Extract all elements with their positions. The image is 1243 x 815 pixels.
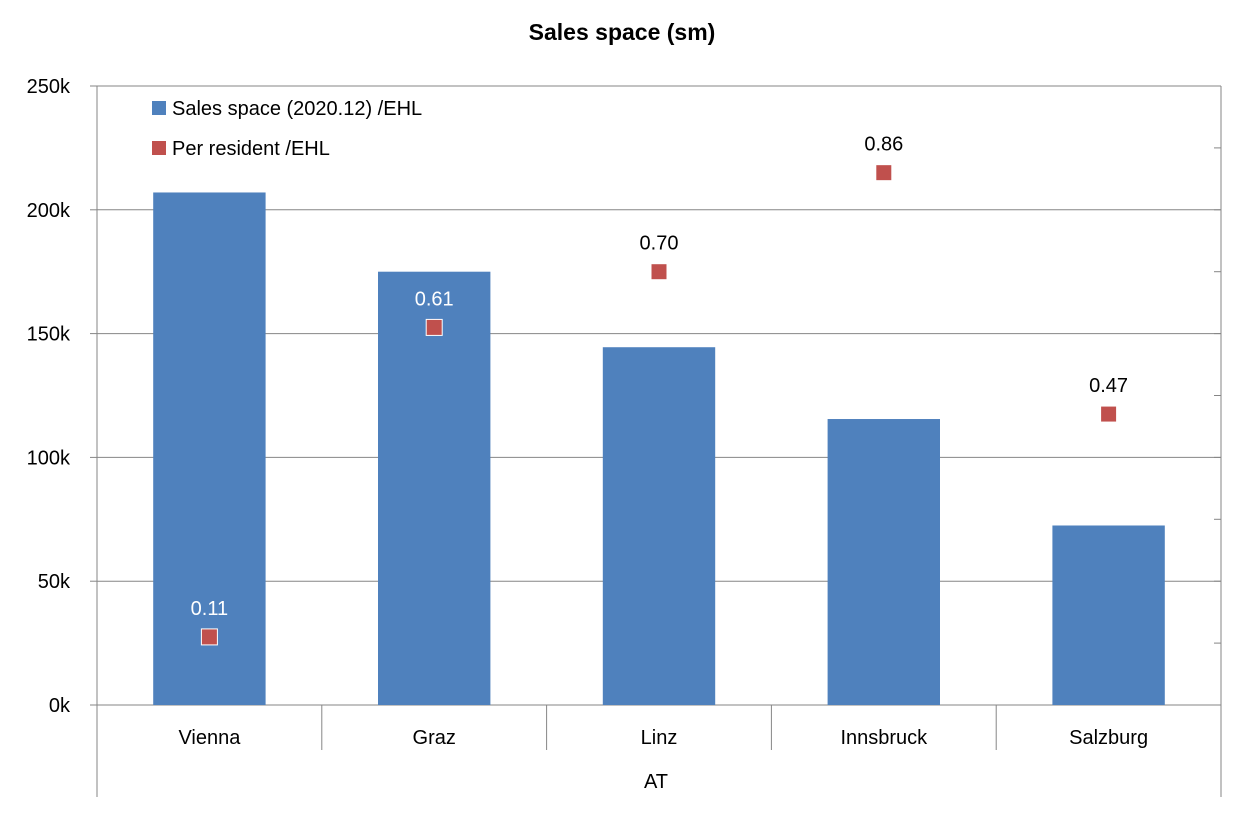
y-tick-label: 0k — [49, 695, 71, 717]
y-tick-label: 50k — [38, 571, 71, 593]
bar — [602, 347, 716, 705]
scatter-point — [875, 164, 893, 182]
legend-marker — [152, 141, 166, 155]
y-tick-label: 100k — [27, 447, 71, 469]
data-label: 0.61 — [415, 288, 454, 310]
legend-label: Per resident /EHL — [172, 138, 330, 160]
data-label: 0.11 — [191, 598, 228, 620]
gridlines — [97, 85, 1221, 582]
x-tick-label: Innsbruck — [840, 727, 928, 749]
y-tick-label: 200k — [27, 200, 71, 222]
data-label: 0.47 — [1089, 375, 1128, 397]
x-tick-label: Vienna — [178, 727, 241, 749]
bar — [378, 271, 491, 705]
data-label: 0.70 — [640, 233, 679, 255]
axes: 0k 50k 100k 150k 200k 250k Vienna Graz Linz Innsb… — [27, 76, 1222, 797]
scatter-point — [200, 628, 218, 646]
scatter-series — [200, 164, 1118, 646]
x-tick-label: Graz — [413, 727, 456, 749]
chart-title: Sales space (sm) — [529, 19, 716, 45]
x-tick-label: Salzburg — [1069, 727, 1148, 749]
legend-marker — [152, 101, 166, 115]
scatter-point — [425, 318, 443, 336]
y-tick-label: 250k — [27, 76, 71, 98]
bar — [827, 419, 940, 705]
bar — [153, 192, 266, 705]
legend: Sales space (2020.12) /EHL Per resident /… — [152, 98, 422, 160]
data-label: 0.86 — [864, 134, 903, 156]
x-tick-label: Linz — [641, 727, 678, 749]
bar — [1052, 525, 1165, 705]
y-tick-label: 150k — [27, 324, 71, 346]
bar-series — [153, 192, 1165, 705]
scatter-point — [1100, 405, 1118, 423]
legend-label: Sales space (2020.12) /EHL — [172, 98, 422, 120]
scatter-point — [650, 263, 668, 281]
group-axis-label: AT — [644, 771, 668, 793]
data-labels: 0.11 0.61 0.70 0.86 0.47 — [191, 134, 1128, 620]
